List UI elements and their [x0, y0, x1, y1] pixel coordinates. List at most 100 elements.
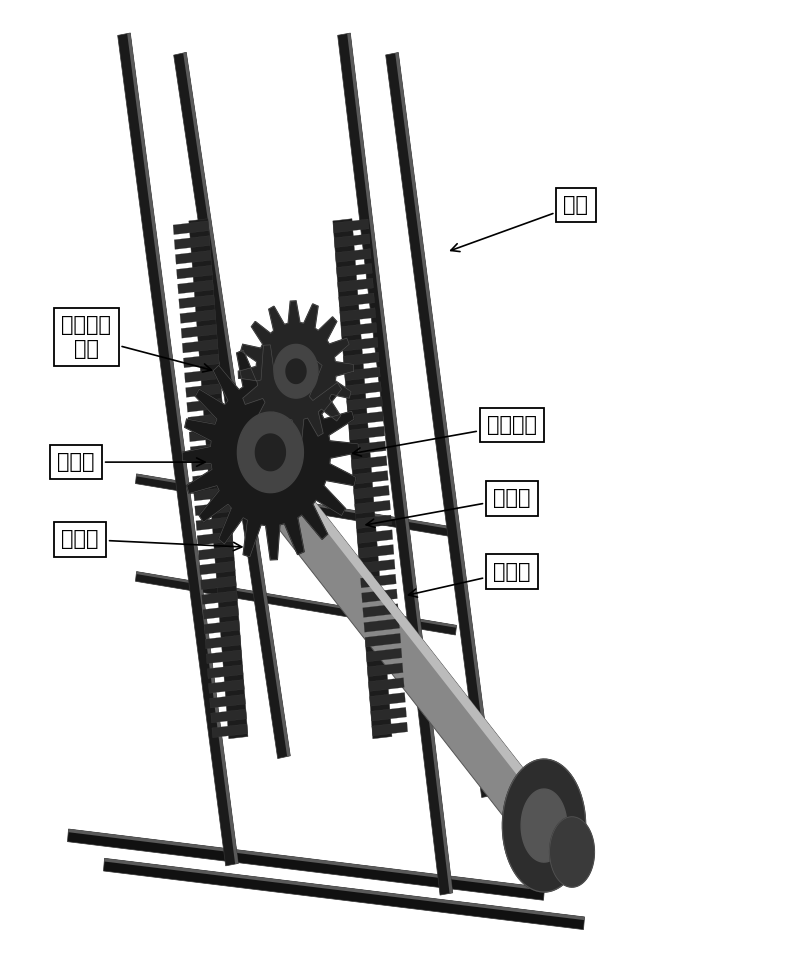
- Polygon shape: [194, 502, 230, 516]
- Polygon shape: [370, 707, 406, 721]
- Polygon shape: [354, 486, 390, 499]
- Polygon shape: [343, 353, 379, 366]
- Polygon shape: [338, 293, 374, 307]
- Polygon shape: [178, 295, 214, 309]
- Polygon shape: [372, 722, 408, 736]
- Text: 增速器: 增速器: [366, 488, 530, 528]
- Polygon shape: [182, 339, 218, 353]
- Polygon shape: [333, 219, 392, 739]
- Polygon shape: [206, 650, 242, 663]
- Polygon shape: [68, 829, 545, 891]
- Polygon shape: [550, 817, 594, 887]
- Polygon shape: [364, 618, 400, 632]
- Polygon shape: [286, 360, 306, 383]
- Polygon shape: [340, 308, 376, 321]
- Polygon shape: [366, 648, 402, 661]
- Polygon shape: [185, 369, 220, 383]
- Polygon shape: [210, 695, 246, 708]
- Polygon shape: [209, 680, 244, 694]
- Polygon shape: [361, 574, 396, 588]
- Polygon shape: [173, 221, 209, 234]
- Polygon shape: [135, 474, 457, 537]
- Polygon shape: [362, 604, 398, 617]
- Polygon shape: [197, 531, 233, 545]
- Polygon shape: [335, 249, 371, 263]
- Polygon shape: [135, 572, 457, 635]
- Polygon shape: [369, 678, 404, 692]
- Polygon shape: [345, 367, 380, 381]
- Polygon shape: [174, 53, 290, 758]
- Polygon shape: [370, 693, 406, 706]
- Polygon shape: [257, 466, 539, 824]
- Polygon shape: [274, 345, 318, 398]
- Polygon shape: [183, 53, 290, 756]
- Polygon shape: [351, 456, 387, 470]
- Polygon shape: [346, 382, 382, 396]
- Polygon shape: [362, 589, 398, 603]
- Polygon shape: [204, 620, 240, 634]
- Polygon shape: [207, 664, 243, 678]
- Polygon shape: [103, 859, 585, 929]
- Polygon shape: [202, 606, 238, 619]
- Polygon shape: [238, 412, 303, 492]
- Polygon shape: [196, 517, 232, 531]
- Polygon shape: [502, 759, 586, 892]
- Polygon shape: [281, 466, 539, 795]
- Polygon shape: [136, 474, 457, 531]
- Polygon shape: [178, 280, 214, 294]
- Polygon shape: [238, 301, 354, 442]
- Polygon shape: [395, 53, 494, 795]
- Polygon shape: [186, 384, 222, 398]
- Polygon shape: [365, 633, 401, 647]
- Polygon shape: [338, 278, 374, 292]
- Polygon shape: [337, 264, 372, 277]
- Polygon shape: [181, 324, 217, 338]
- Polygon shape: [255, 434, 286, 471]
- Polygon shape: [127, 33, 238, 864]
- Polygon shape: [189, 428, 225, 442]
- Polygon shape: [191, 457, 227, 471]
- Polygon shape: [386, 53, 494, 797]
- Polygon shape: [199, 561, 235, 574]
- Polygon shape: [175, 250, 211, 264]
- Polygon shape: [136, 572, 457, 628]
- Polygon shape: [67, 829, 545, 900]
- Polygon shape: [190, 443, 226, 456]
- Polygon shape: [183, 354, 219, 367]
- Polygon shape: [358, 544, 394, 558]
- Text: 直齿条: 直齿条: [58, 452, 205, 472]
- Polygon shape: [210, 709, 246, 723]
- Polygon shape: [357, 530, 393, 543]
- Polygon shape: [201, 576, 236, 590]
- Polygon shape: [353, 471, 388, 485]
- Polygon shape: [205, 635, 241, 649]
- Polygon shape: [193, 473, 228, 487]
- Polygon shape: [202, 591, 238, 605]
- Polygon shape: [338, 33, 453, 895]
- Polygon shape: [341, 322, 377, 336]
- Polygon shape: [342, 337, 378, 351]
- Polygon shape: [104, 859, 585, 920]
- Polygon shape: [186, 399, 222, 412]
- Polygon shape: [347, 33, 453, 893]
- Polygon shape: [349, 426, 385, 440]
- Polygon shape: [348, 411, 384, 425]
- Polygon shape: [367, 663, 403, 677]
- Text: 单向轴承: 单向轴承: [353, 415, 537, 456]
- Polygon shape: [346, 397, 382, 410]
- Text: 中心轴: 中心轴: [62, 530, 242, 551]
- Polygon shape: [188, 413, 224, 427]
- Polygon shape: [354, 500, 390, 514]
- Polygon shape: [198, 546, 234, 560]
- Polygon shape: [182, 345, 358, 560]
- Text: 齿轮: 齿轮: [450, 195, 589, 251]
- Polygon shape: [180, 310, 216, 323]
- Text: 发电机: 发电机: [409, 562, 530, 597]
- Polygon shape: [118, 33, 238, 866]
- Text: 直齿条支
撑架: 直齿条支 撑架: [62, 316, 211, 372]
- Polygon shape: [177, 266, 212, 279]
- Polygon shape: [359, 560, 395, 573]
- Polygon shape: [334, 234, 370, 247]
- Polygon shape: [350, 441, 386, 454]
- Polygon shape: [521, 789, 567, 862]
